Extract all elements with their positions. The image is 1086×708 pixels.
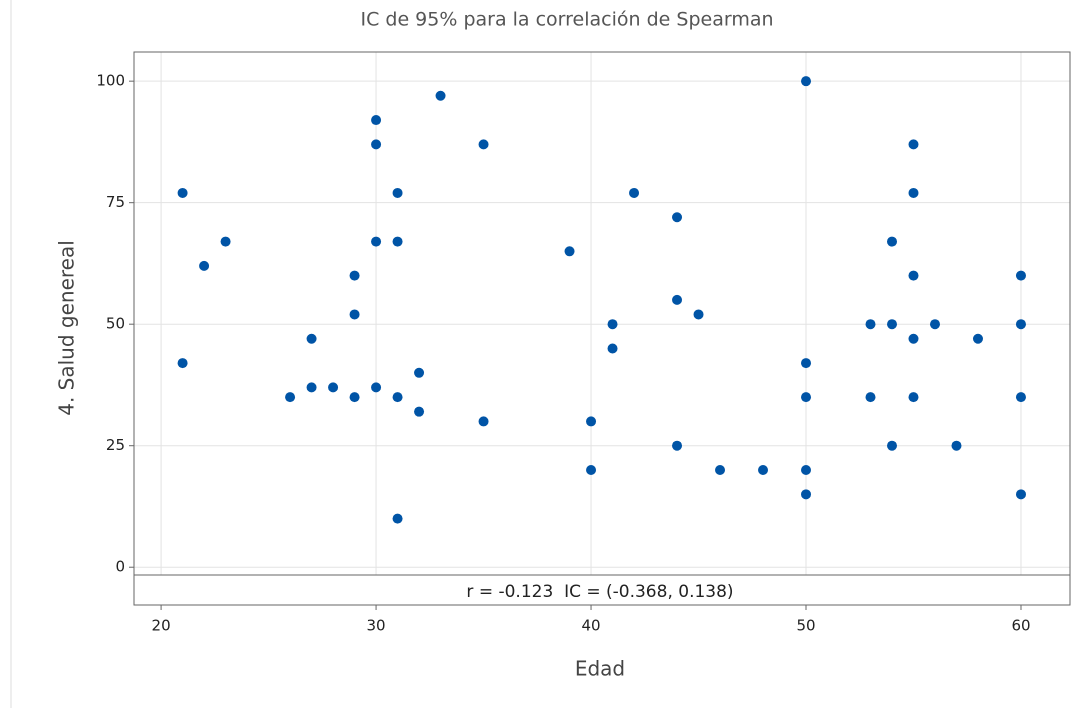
y-tick-label: 0 <box>115 558 125 576</box>
point <box>715 465 726 476</box>
point <box>758 465 769 476</box>
point <box>908 187 919 198</box>
point <box>392 513 403 524</box>
point <box>177 187 188 198</box>
x-axis-label: Edad <box>575 657 625 681</box>
x-tick-label: 60 <box>1011 617 1030 635</box>
point <box>887 319 898 330</box>
point <box>328 382 339 393</box>
point <box>908 333 919 344</box>
point <box>220 236 231 247</box>
point <box>349 392 360 403</box>
point <box>972 333 983 344</box>
point <box>586 465 597 476</box>
point <box>371 236 382 247</box>
point <box>435 90 446 101</box>
point <box>929 319 940 330</box>
y-tick-label: 50 <box>106 315 125 333</box>
point <box>392 236 403 247</box>
x-tick-label: 30 <box>367 617 386 635</box>
point <box>801 392 812 403</box>
point <box>414 406 425 417</box>
point <box>1015 489 1026 500</box>
point <box>607 319 618 330</box>
point <box>908 392 919 403</box>
point <box>349 309 360 320</box>
point <box>672 294 683 305</box>
point <box>1015 270 1026 281</box>
point <box>693 309 704 320</box>
point <box>285 392 296 403</box>
x-tick-label: 40 <box>581 617 600 635</box>
point <box>672 212 683 223</box>
point <box>801 358 812 369</box>
point <box>349 270 360 281</box>
annotation: r = -0.123 IC = (-0.368, 0.138) <box>466 582 733 602</box>
point <box>478 416 489 427</box>
point <box>306 333 317 344</box>
point <box>371 115 382 126</box>
x-tick-label: 50 <box>796 617 815 635</box>
point <box>478 139 489 150</box>
point <box>177 358 188 369</box>
point <box>392 392 403 403</box>
point <box>629 187 640 198</box>
point <box>414 367 425 378</box>
point <box>908 270 919 281</box>
point <box>1015 392 1026 403</box>
point <box>1015 319 1026 330</box>
point <box>908 139 919 150</box>
point <box>801 465 812 476</box>
y-tick-label: 100 <box>96 72 125 90</box>
y-axis-label: 4. Salud genereal <box>55 240 79 416</box>
point <box>887 236 898 247</box>
y-tick-label: 25 <box>106 436 125 454</box>
point <box>392 187 403 198</box>
point <box>371 139 382 150</box>
y-tick-label: 75 <box>106 193 125 211</box>
point <box>865 392 876 403</box>
point <box>586 416 597 427</box>
point <box>801 489 812 500</box>
point <box>801 76 812 87</box>
point <box>672 440 683 451</box>
point <box>564 246 575 257</box>
point <box>199 260 210 271</box>
x-tick-label: 20 <box>152 617 171 635</box>
point <box>607 343 618 354</box>
point <box>887 440 898 451</box>
chart-title: IC de 95% para la correlación de Spearma… <box>360 9 773 31</box>
plot-frame <box>133 51 1071 576</box>
annotation-box <box>133 574 1071 606</box>
point <box>951 440 962 451</box>
point <box>306 382 317 393</box>
point <box>865 319 876 330</box>
point <box>371 382 382 393</box>
